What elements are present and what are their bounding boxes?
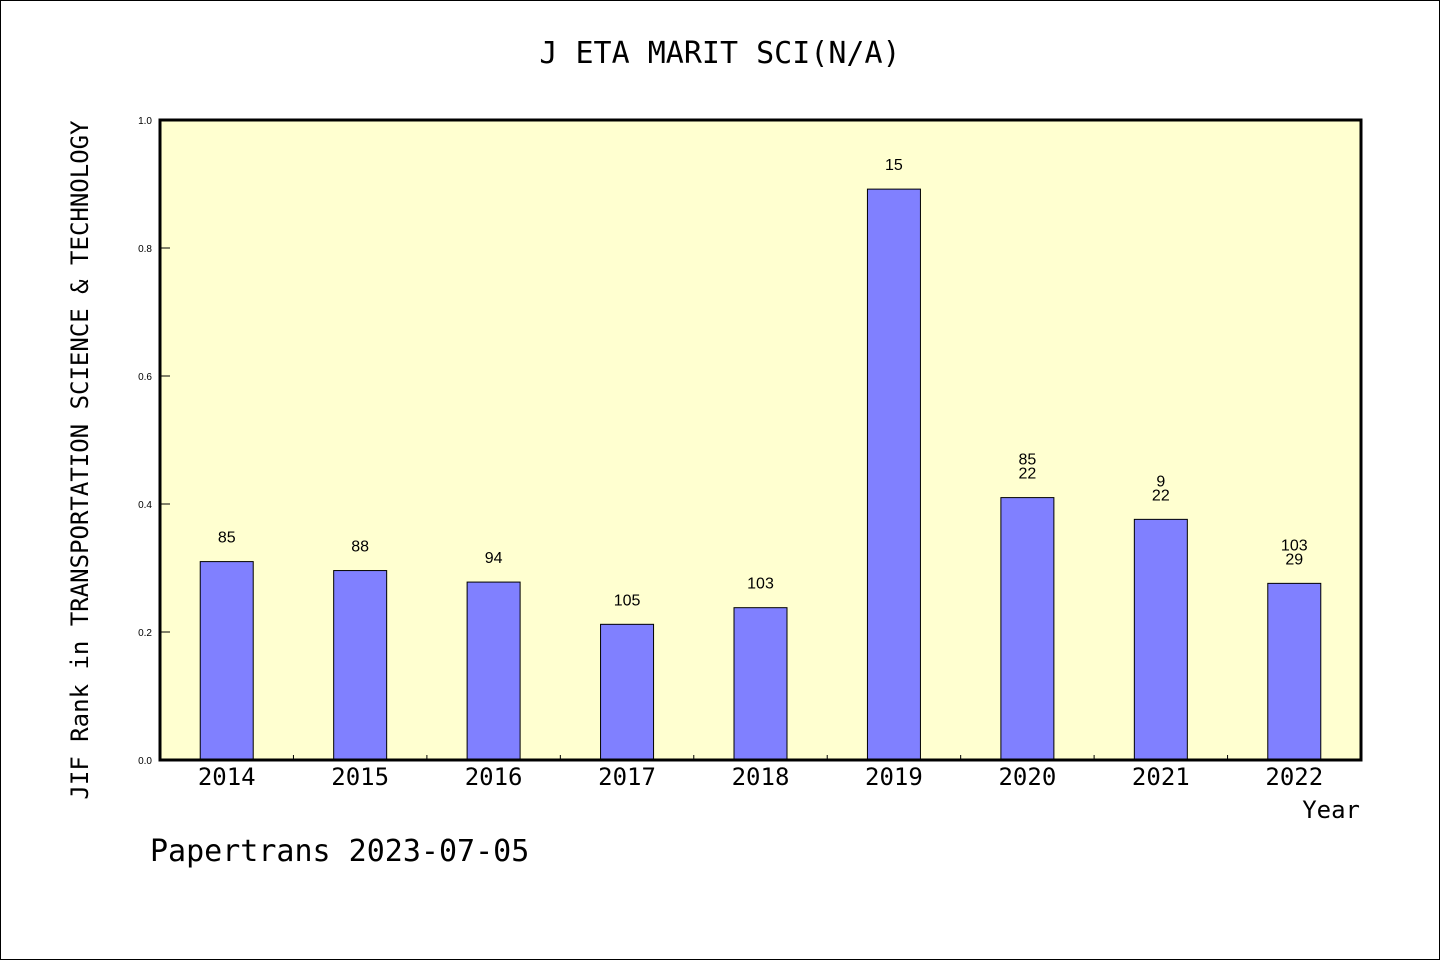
bar-label-2014: 85 [218,530,236,547]
bar-2018 [733,607,788,761]
x-tick-2022: 2022 [1265,763,1323,791]
bar-2020 [1000,497,1055,761]
bar-label-2019: 15 [885,157,903,174]
bar-2017 [600,623,655,761]
x-tick-2014: 2014 [198,763,256,791]
x-tick-2016: 2016 [465,763,523,791]
bar-2014 [199,561,254,761]
footer-credit: Papertrans 2023-07-05 [150,834,530,869]
bar-label-2020-1: 85 [1018,452,1036,469]
x-tick-2017: 2017 [598,763,656,791]
x-tick-2015: 2015 [331,763,389,791]
bar-label-2022-2: 29 [1285,551,1303,568]
bar-label-2017: 105 [614,592,641,609]
bar-2019 [866,188,921,761]
y-tick-0.2: 0.2 [138,628,152,639]
y-tick-1.0: 1.0 [138,116,152,127]
y-tick-0.6: 0.6 [138,372,152,383]
y-tick-0.4: 0.4 [138,500,152,511]
x-tick-2018: 2018 [732,763,790,791]
bar-label-2020-2: 22 [1018,466,1036,483]
bar-2016 [466,581,521,761]
x-tick-2021: 2021 [1132,763,1190,791]
x-tick-2019: 2019 [865,763,923,791]
chart-title: J ETA MARIT SCI(N/A) [539,36,901,71]
x-axis-label: Year [1302,796,1360,824]
y-tick-0.8: 0.8 [138,244,152,255]
x-tick-2020: 2020 [998,763,1056,791]
bar-2021 [1133,518,1188,761]
bar-label-2021-1: 9 [1156,473,1165,490]
bar-2022 [1267,582,1322,761]
bar-label-2021-2: 22 [1152,487,1170,504]
bar-label-2022-1: 103 [1281,537,1308,554]
plot-border [158,118,1363,762]
bar-2015 [333,570,388,761]
bar-label-2018: 103 [747,576,774,593]
y-tick-0.0: 0.0 [138,756,152,767]
bar-label-2016: 94 [485,550,503,567]
bar-label-2015: 88 [351,539,369,556]
